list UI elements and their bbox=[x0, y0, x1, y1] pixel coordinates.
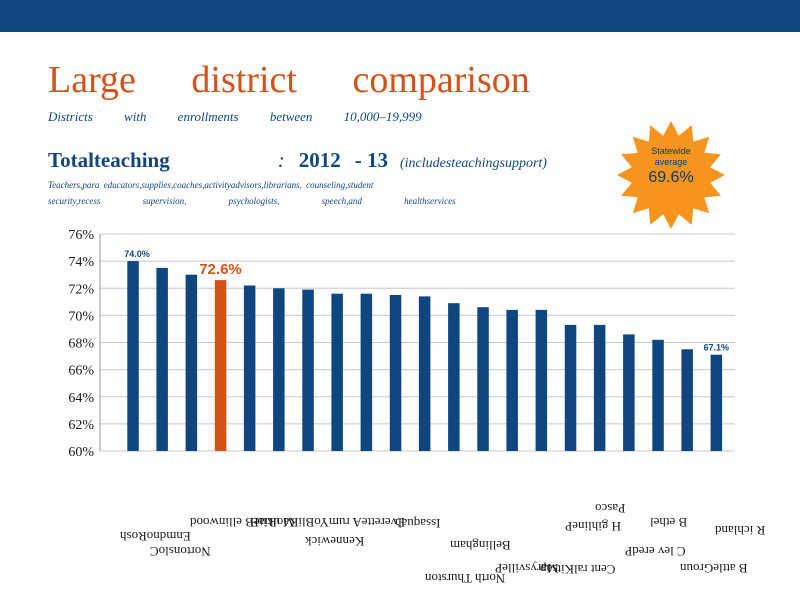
data-label: 74.0% bbox=[124, 249, 150, 259]
callout-label-2: average bbox=[654, 157, 688, 167]
bar bbox=[273, 288, 285, 452]
chart-heading: Totalteaching:2012 - 13 (includesteachings… bbox=[48, 148, 547, 173]
bar bbox=[681, 349, 693, 451]
bar bbox=[156, 267, 168, 451]
bar bbox=[710, 354, 723, 451]
x-axis-label: Bellingham bbox=[450, 538, 511, 553]
description-line-1: Teachers,para educators,supplies,coaches… bbox=[48, 180, 374, 190]
statewide-callout: Statewide average 69.6% bbox=[616, 146, 726, 187]
bar-chart: 74.0% 72.6% 67.1% 60% 62% 64% 66% 68% 70% 72% 74%… bbox=[68, 228, 735, 460]
heading-note: (includesteachingsupport) bbox=[399, 156, 547, 171]
starburst-callout-icon bbox=[617, 121, 725, 229]
bar-highlight bbox=[214, 280, 227, 451]
bar bbox=[477, 307, 489, 451]
bar bbox=[127, 261, 139, 451]
bar bbox=[331, 293, 343, 451]
heading-year-suffix: - 13 bbox=[354, 148, 388, 172]
x-axis-label: Issaquah bbox=[395, 516, 441, 531]
y-tick-label: 76% bbox=[68, 228, 94, 243]
x-axis-label: R ichland bbox=[715, 523, 766, 538]
x-axis-label: B ethel bbox=[650, 515, 688, 530]
header-bar bbox=[0, 0, 800, 32]
x-axis-label: EnmdnoRosh bbox=[120, 529, 191, 544]
bar bbox=[535, 309, 548, 451]
callout-label-1: Statewide bbox=[651, 146, 691, 156]
y-tick-label: 60% bbox=[68, 445, 94, 460]
x-axis-label: Cent ralKitsap bbox=[540, 562, 616, 577]
callout-value: 69.6% bbox=[648, 169, 694, 186]
y-tick-label: 62% bbox=[68, 418, 94, 433]
bar bbox=[302, 289, 314, 451]
heading-main: Totalteaching bbox=[48, 148, 170, 172]
heading-year: 2012 bbox=[298, 148, 341, 172]
x-axis-label: B attleGroun bbox=[680, 561, 748, 576]
slide-title: Large district comparison bbox=[48, 59, 530, 101]
bar bbox=[448, 303, 460, 451]
starburst-shape bbox=[617, 121, 725, 229]
x-axis-label: Kennewick bbox=[305, 534, 365, 549]
y-tick-label: 66% bbox=[68, 364, 94, 379]
x-axis-label: C lev eredP bbox=[625, 544, 686, 559]
bar bbox=[506, 309, 518, 451]
bar bbox=[593, 324, 606, 451]
data-label: 72.6% bbox=[199, 261, 242, 278]
x-axis-label: NortonsloC bbox=[150, 544, 211, 559]
x-axis-label: H gihlineP bbox=[565, 519, 621, 534]
bar bbox=[360, 293, 373, 451]
y-tick-label: 68% bbox=[68, 337, 94, 352]
y-tick-label: 74% bbox=[68, 255, 94, 270]
bar bbox=[243, 285, 256, 451]
x-axis-label: North Thurston bbox=[425, 571, 506, 586]
data-label: 67.1% bbox=[704, 343, 730, 353]
y-tick-label: 70% bbox=[68, 309, 94, 324]
bar bbox=[418, 296, 431, 451]
x-axis-label: Pasco bbox=[595, 501, 626, 516]
description-line-2: security,recess supervision, psychologis… bbox=[48, 196, 456, 206]
x-axis-label: EveretteA rumYoBliKaoRiaB bbox=[250, 515, 406, 530]
bar bbox=[623, 334, 635, 451]
heading-colon: : bbox=[277, 148, 285, 172]
bar bbox=[564, 324, 577, 451]
bar bbox=[389, 295, 402, 451]
y-tick-label: 64% bbox=[68, 391, 94, 406]
bar bbox=[652, 339, 664, 451]
y-tick-label: 72% bbox=[68, 282, 94, 297]
bar bbox=[185, 274, 198, 451]
slide-subtitle: Districts with enrollments between 10,00… bbox=[48, 109, 422, 124]
